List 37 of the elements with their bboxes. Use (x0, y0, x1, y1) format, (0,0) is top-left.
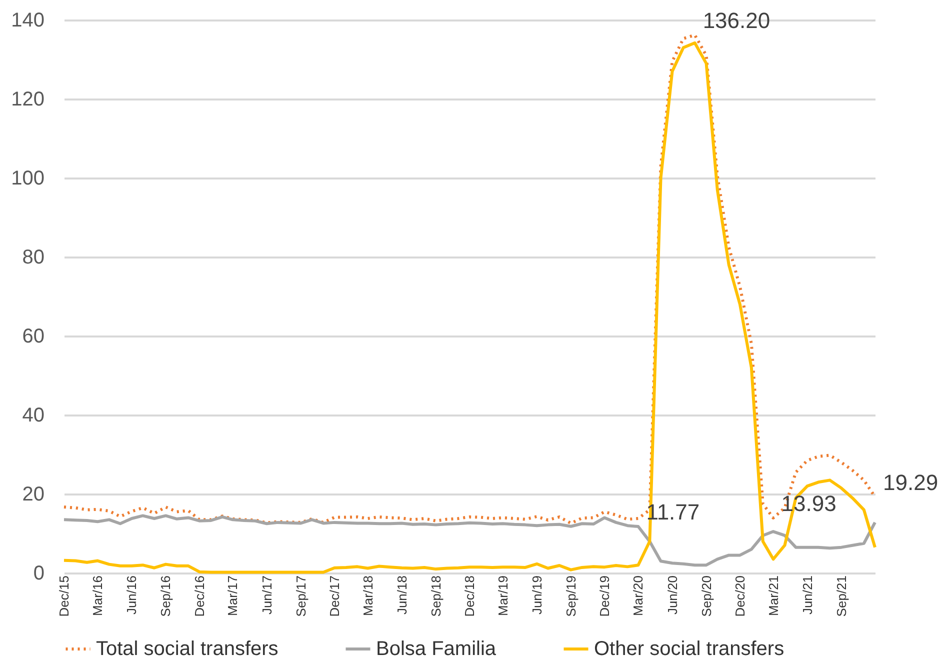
x-tick-label: Dec/19 (597, 576, 612, 617)
x-tick-label: Sep/19 (563, 576, 578, 617)
x-tick-label: Dec/18 (462, 576, 477, 617)
y-tick-label: 140 (11, 10, 44, 32)
legend-label: Other social transfers (594, 638, 784, 660)
x-tick-label: Sep/17 (293, 576, 308, 617)
annotation: 19.29 (883, 470, 938, 495)
x-tick-label: Dec/15 (56, 576, 72, 617)
x-tick-label: Sep/18 (428, 576, 444, 617)
x-tick-label: Jun/21 (800, 576, 815, 615)
y-tick-label: 40 (22, 404, 44, 426)
y-tick-label: 20 (22, 484, 44, 506)
x-tick-label: Jun/20 (664, 576, 680, 615)
x-tick-label: Mar/21 (766, 576, 781, 616)
y-tick-label: 80 (22, 246, 44, 268)
x-tick-label: Mar/20 (630, 576, 646, 616)
x-tick-label: Mar/17 (225, 576, 240, 616)
annotation: 136.20 (702, 8, 770, 34)
x-tick-label: Sep/21 (834, 576, 849, 617)
x-tick-label: Dec/20 (732, 576, 748, 617)
x-tick-label: Dec/17 (326, 576, 342, 617)
x-tick-label: Mar/19 (495, 576, 510, 616)
x-tick-label: Sep/16 (158, 576, 174, 617)
y-tick-label: 60 (22, 326, 44, 348)
x-tick-label: Jun/17 (259, 576, 274, 615)
x-tick-label: Mar/16 (90, 576, 106, 616)
x-tick-label: Dec/16 (192, 576, 207, 617)
y-tick-label: 100 (11, 168, 44, 190)
y-tick-label: 0 (33, 562, 44, 584)
x-tick-label: Jun/19 (529, 576, 544, 615)
x-tick-label: Jun/16 (124, 576, 140, 615)
legend-label: Total social transfers (96, 638, 278, 660)
x-tick-label: Jun/18 (394, 576, 410, 615)
legend-label: Bolsa Familia (376, 638, 497, 660)
y-tick-label: 120 (11, 88, 44, 110)
x-tick-label: Mar/18 (360, 576, 376, 616)
x-tick-label: Sep/20 (698, 576, 714, 617)
